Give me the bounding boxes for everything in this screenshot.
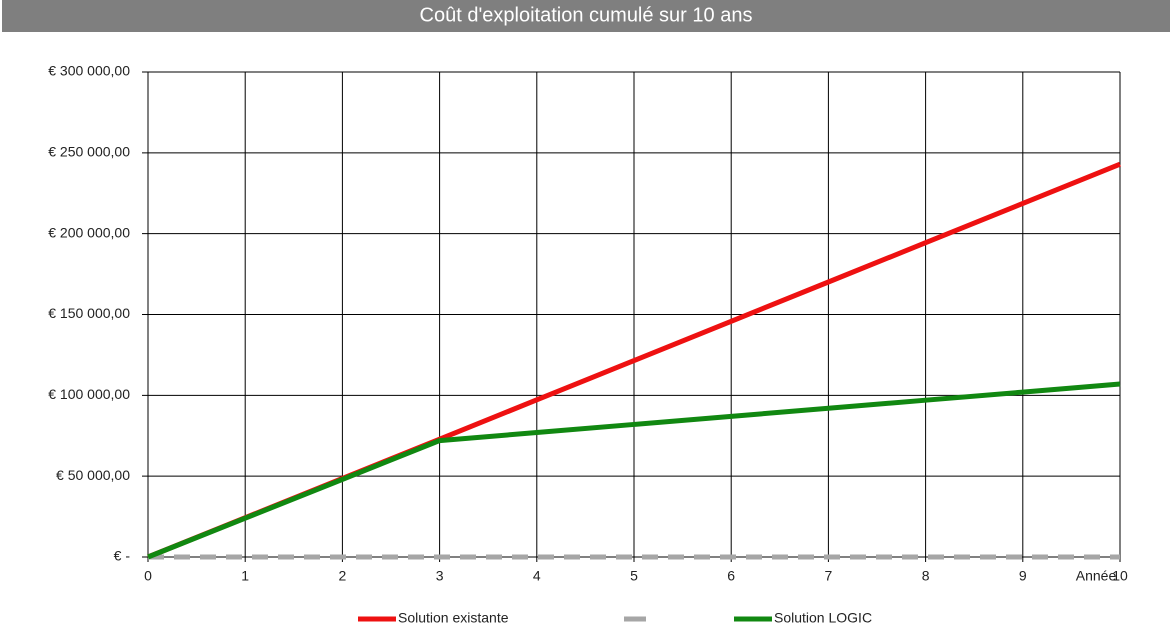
y-tick-label: € 250 000,00 [48,144,130,160]
y-tick-label: € 150 000,00 [48,305,130,321]
y-tick-label: € - [114,548,131,564]
legend-item: Solution LOGIC [734,610,872,626]
y-tick-label: € 50 000,00 [56,467,130,483]
x-tick-label: 9 [1019,568,1027,584]
x-tick-label: 1 [241,568,249,584]
x-tick-label: 8 [922,568,930,584]
x-axis-label: Année [1076,568,1117,584]
x-tick-label: 7 [825,568,833,584]
series-line [147,381,1121,560]
x-tick-label: 4 [533,568,541,584]
y-tick-label: € 100 000,00 [48,386,130,402]
legend-label: Solution LOGIC [774,610,872,626]
legend-item: Solution existante [358,610,509,626]
x-tick-label: 3 [436,568,444,584]
y-tick-label: € 300 000,00 [48,63,130,79]
title-bar [2,0,1170,32]
x-tick-label: 6 [727,568,735,584]
legend-label: Solution existante [398,610,509,626]
x-tick-label: 10 [1112,568,1128,584]
x-tick-label: 0 [144,568,152,584]
x-tick-label: 5 [630,568,638,584]
chart-title: Coût d'exploitation cumulé sur 10 ans [420,4,753,26]
x-tick-label: 2 [339,568,347,584]
y-tick-label: € 200 000,00 [48,224,130,240]
